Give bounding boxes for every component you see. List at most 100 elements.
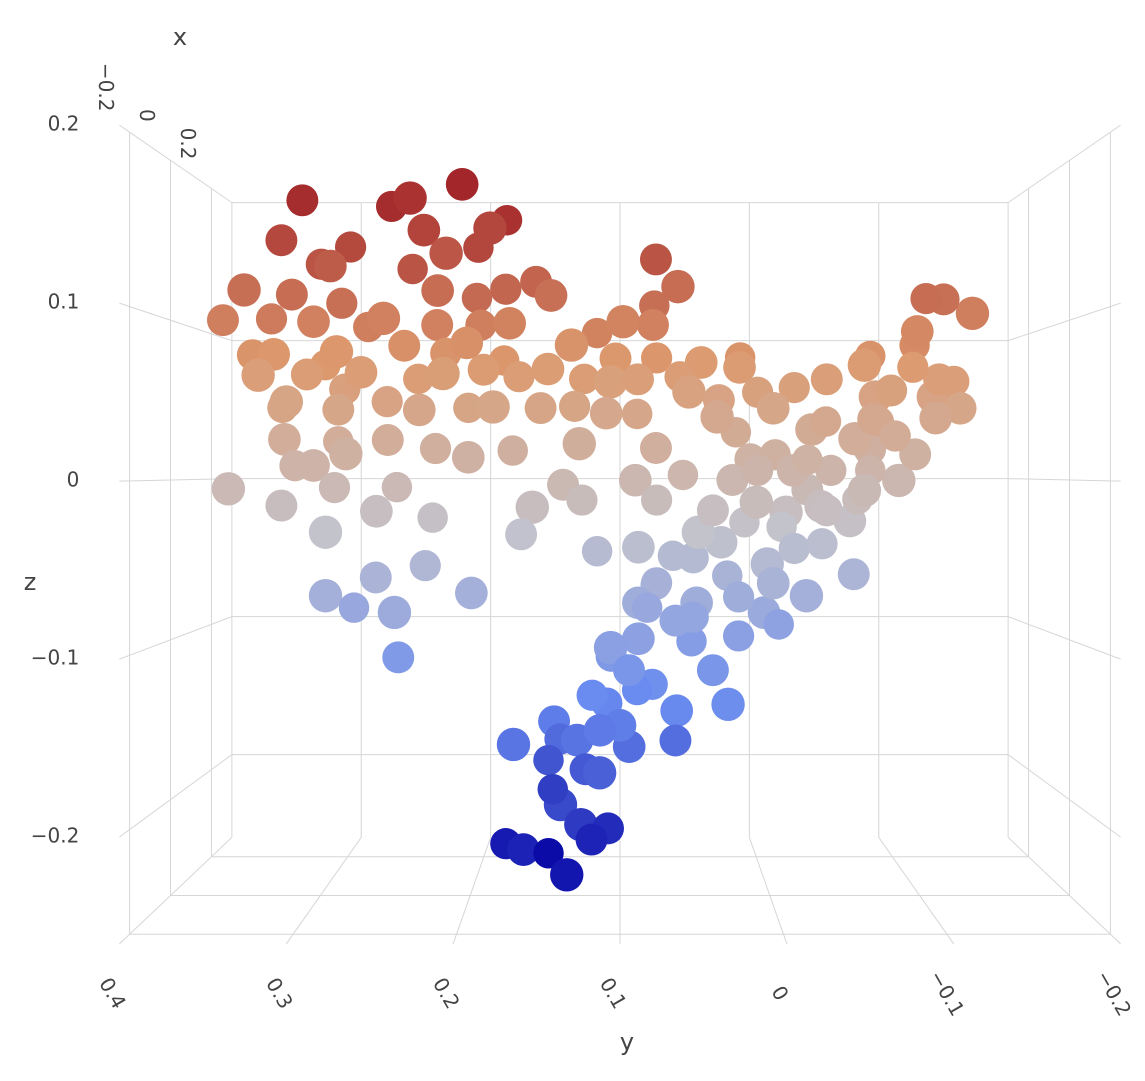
point: [286, 184, 319, 217]
point: [810, 406, 842, 437]
point: [756, 566, 790, 600]
point: [581, 535, 613, 567]
point: [450, 326, 484, 360]
point: [955, 296, 990, 331]
grid-line: [119, 837, 233, 945]
points: [206, 168, 990, 892]
point: [659, 724, 692, 757]
point: [533, 838, 564, 869]
tick-labels: −0.2 −0.1 0 0.1 0.2 0.3 0.4 −0.2 −0.1 0 0.1 0.2 −0.2…: [31, 63, 1137, 1020]
point: [879, 420, 911, 452]
point: [837, 558, 870, 591]
point: [467, 353, 500, 386]
point: [227, 273, 261, 307]
z-tick-label: −0.1: [31, 646, 80, 670]
point: [575, 823, 608, 856]
point: [377, 595, 412, 630]
point: [593, 630, 628, 665]
point: [810, 363, 843, 396]
point: [789, 579, 824, 613]
point: [344, 355, 378, 389]
y-tick-label: 0.1: [595, 973, 632, 1013]
x-tick-label: 0.2: [176, 128, 200, 160]
point: [382, 641, 415, 674]
grid-line: [1007, 124, 1121, 204]
point: [716, 464, 749, 496]
point: [359, 561, 392, 594]
grid-line: [285, 837, 362, 945]
grid-line: [119, 616, 233, 660]
y-tick-label: 0.4: [94, 973, 131, 1013]
point: [322, 393, 355, 426]
point: [409, 550, 441, 582]
point: [593, 365, 628, 399]
grid-line: [452, 837, 492, 945]
point: [606, 304, 640, 339]
point: [371, 386, 403, 418]
y-axis-title: y: [620, 1028, 634, 1056]
point: [792, 444, 823, 475]
point: [613, 654, 645, 687]
point: [661, 269, 695, 304]
point: [621, 363, 654, 396]
point: [493, 306, 527, 340]
point: [847, 348, 882, 382]
point: [318, 471, 351, 504]
point: [505, 518, 538, 551]
point: [421, 274, 454, 307]
z-tick-label: −0.2: [31, 824, 80, 848]
z-tick-label: 0.1: [48, 290, 80, 314]
point: [206, 304, 239, 337]
point: [723, 351, 756, 384]
point: [338, 592, 370, 623]
point: [507, 833, 540, 866]
point: [722, 581, 755, 613]
point: [566, 484, 598, 516]
point: [371, 424, 404, 457]
grid-line: [878, 837, 955, 945]
point: [308, 515, 343, 549]
point: [265, 224, 298, 257]
point: [496, 727, 531, 762]
point: [576, 679, 608, 711]
point: [476, 390, 510, 424]
y-tick-label: 0.2: [428, 973, 465, 1013]
x-tick-label: 0: [135, 109, 159, 122]
grid-line: [1007, 616, 1121, 660]
point: [524, 392, 557, 425]
point: [875, 374, 908, 407]
point: [756, 391, 790, 425]
point: [640, 484, 673, 516]
point: [381, 471, 413, 503]
point: [815, 454, 847, 487]
point: [297, 449, 330, 482]
point: [919, 401, 953, 435]
point: [621, 398, 653, 430]
point: [667, 459, 699, 491]
point: [445, 168, 479, 201]
point: [397, 253, 428, 285]
point: [660, 694, 694, 728]
point: [326, 287, 358, 319]
point: [255, 303, 288, 335]
point: [897, 351, 929, 383]
grid-line: [1007, 302, 1121, 342]
point: [618, 463, 652, 497]
point: [696, 494, 729, 527]
point: [533, 744, 564, 776]
point: [275, 278, 308, 311]
point: [711, 687, 745, 722]
point: [554, 328, 589, 362]
point: [366, 301, 401, 336]
point: [290, 358, 323, 391]
point: [806, 528, 838, 560]
grid-line: [748, 837, 788, 945]
y-tick-label: −0.2: [1091, 966, 1136, 1020]
point: [269, 385, 304, 419]
point: [622, 530, 655, 564]
point: [636, 308, 669, 341]
grid-line: [119, 478, 232, 482]
point: [677, 601, 709, 633]
point: [211, 472, 246, 506]
